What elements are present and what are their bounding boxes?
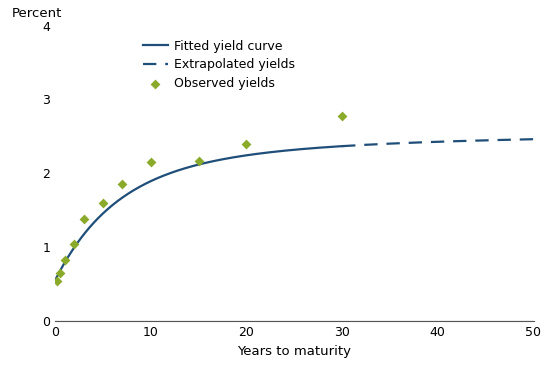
Observed yields [242,141,251,147]
Observed yields [338,114,346,119]
Extrapolated yields [350,143,357,148]
Observed yields [194,158,203,164]
Line: Fitted yield curve: Fitted yield curve [55,146,342,280]
Legend: Fitted yield curve, Extrapolated yields, Observed yields: Fitted yield curve, Extrapolated yields,… [138,35,300,95]
Observed yields [70,241,79,246]
Extrapolated yields [346,143,353,148]
Fitted yield curve [145,180,152,184]
Extrapolated yields [514,137,520,142]
Observed yields [79,216,88,222]
Line: Extrapolated yields: Extrapolated yields [342,139,534,146]
Extrapolated yields [390,141,397,146]
Text: Percent: Percent [12,7,62,20]
Extrapolated yields [339,144,345,148]
Fitted yield curve [259,151,266,155]
Extrapolated yields [530,137,537,141]
X-axis label: Years to maturity: Years to maturity [237,345,351,358]
Fitted yield curve [52,278,58,283]
Observed yields [56,270,64,276]
Observed yields [53,278,62,284]
Fitted yield curve [260,151,267,155]
Observed yields [60,257,69,263]
Extrapolated yields [521,137,527,142]
Observed yields [98,200,107,206]
Extrapolated yields [375,142,381,146]
Fitted yield curve [166,172,172,176]
Observed yields [118,181,127,187]
Fitted yield curve [232,155,239,159]
Fitted yield curve [339,144,345,148]
Fitted yield curve [86,225,93,230]
Observed yields [146,159,155,165]
